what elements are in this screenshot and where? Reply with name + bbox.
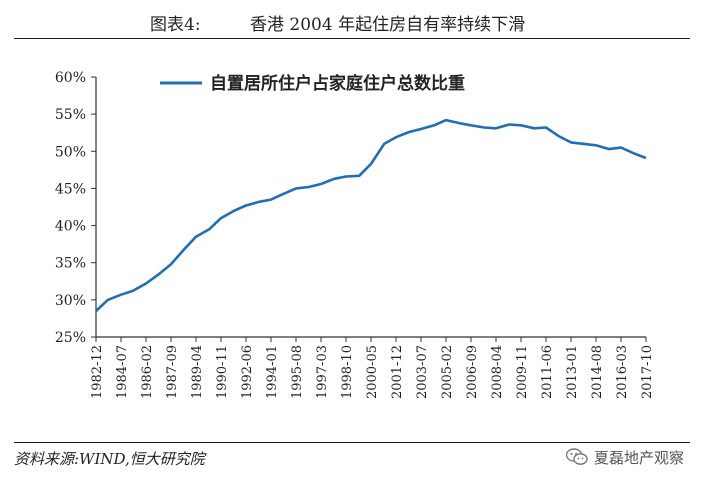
x-tick-label: 1982-12: [90, 345, 105, 399]
watermark: 夏磊地产观察: [565, 446, 684, 468]
x-tick-label: 1990-11: [215, 345, 230, 399]
y-tick-label: 55%: [55, 107, 86, 123]
x-tick-label: 2006-09: [465, 345, 480, 399]
x-tick-label: 1998-10: [340, 345, 355, 399]
x-tick-label: 1987-09: [165, 345, 180, 399]
bottom-rule: [14, 442, 690, 443]
x-tick-label: 1984-07: [115, 345, 130, 399]
figure-title: 图表4: 香港 2004 年起住房自有率持续下滑: [0, 4, 704, 35]
x-tick-label: 1997-03: [315, 345, 330, 399]
legend-label: 自置居所住户占家庭住户总数比重: [210, 73, 465, 94]
x-tick-label: 2009-11: [515, 345, 530, 399]
x-tick-label: 1989-04: [190, 345, 205, 399]
top-rule: [14, 38, 690, 39]
x-tick-label: 2001-12: [390, 345, 405, 399]
x-tick-label: 2016-03: [615, 345, 630, 399]
y-tick-label: 35%: [55, 256, 86, 272]
wechat-icon: [565, 448, 588, 465]
x-tick-label: 1995-08: [290, 345, 305, 399]
series-points: [95, 120, 647, 312]
series-line: [95, 118, 647, 312]
chart-axes: [95, 77, 646, 338]
x-tick-label: 2014-08: [590, 345, 605, 399]
x-tick-label: 2008-04: [490, 345, 505, 399]
x-axis-ticks: 1982-12 1984-07 1986-02 1987-09 1989-04 1990-…: [90, 337, 655, 399]
x-tick-label: 1986-02: [140, 345, 155, 399]
x-tick-label: 2011-06: [540, 345, 555, 399]
source-note: 资料来源:WIND,恒大研究院: [14, 450, 205, 468]
y-tick-label: 45%: [55, 181, 86, 197]
figure-number: 图表4:: [150, 15, 201, 35]
x-tick-label: 2013-01: [565, 345, 580, 399]
x-tick-label: 2005-02: [440, 345, 455, 399]
y-axis-ticks: 25% 30% 35% 40% 45% 50% 55% 60%: [55, 70, 96, 346]
x-tick-label: 2000-05: [365, 345, 380, 399]
x-tick-label: 2017-10: [640, 345, 655, 399]
y-tick-label: 25%: [55, 330, 86, 346]
chart-legend: 自置居所住户占家庭住户总数比重: [160, 73, 465, 94]
x-tick-label: 1994-01: [265, 345, 280, 399]
y-tick-label: 30%: [55, 293, 86, 309]
x-tick-label: 2003-07: [415, 345, 430, 399]
y-tick-label: 50%: [55, 144, 86, 160]
y-tick-label: 40%: [55, 219, 86, 235]
figure-title-text: 香港 2004 年起住房自有率持续下滑: [250, 15, 526, 35]
x-tick-label: 1992-06: [240, 345, 255, 399]
y-tick-label: 60%: [55, 70, 86, 86]
watermark-text: 夏磊地产观察: [593, 448, 684, 467]
